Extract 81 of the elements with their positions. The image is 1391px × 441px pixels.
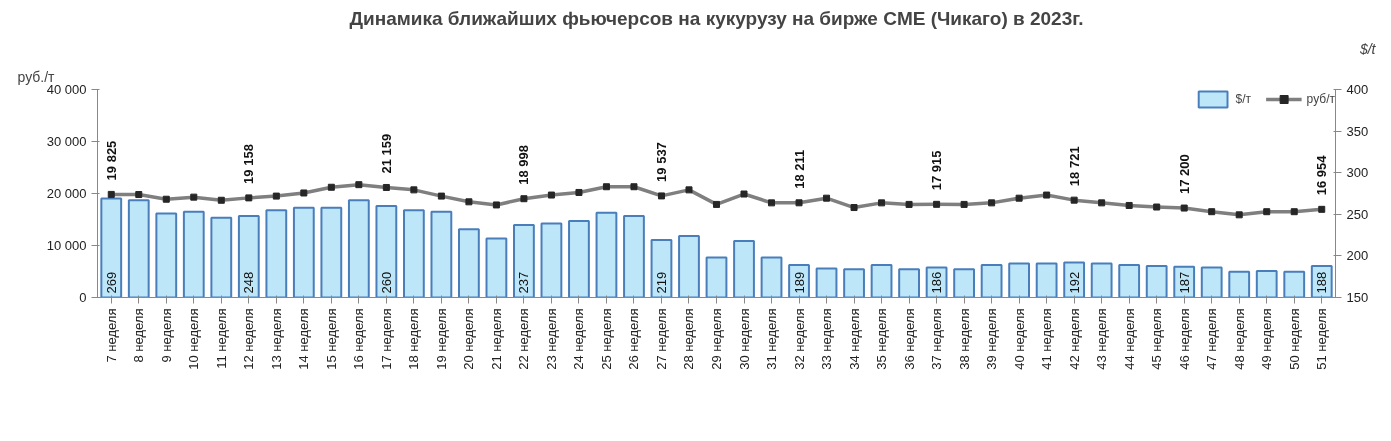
x-tick-label: 7 неделя bbox=[103, 308, 119, 363]
y-axis-title: руб./т bbox=[17, 68, 56, 85]
x-tick-label: 20 неделя bbox=[461, 308, 477, 370]
x-tick-label: 31 неделя bbox=[764, 308, 780, 370]
data-label: 19 537 bbox=[653, 142, 669, 182]
y-tick-label: 10 000 bbox=[46, 238, 87, 253]
x-tick-label: 13 неделя bbox=[268, 308, 284, 370]
data-label: 260 bbox=[378, 271, 394, 294]
x-tick-label: 11 неделя bbox=[213, 308, 229, 369]
y2-tick-label: 250 bbox=[1346, 206, 1369, 222]
x-tick-label: 43 неделя bbox=[1094, 308, 1110, 370]
x-tick-label: 32 неделя bbox=[791, 308, 807, 370]
x-tick-label: 38 неделя bbox=[956, 308, 972, 370]
data-label: 269 bbox=[103, 271, 119, 294]
y2-tick-label: 150 bbox=[1346, 290, 1369, 305]
x-tick-label: 51 неделя bbox=[1314, 308, 1330, 370]
x-tick-label: 33 неделя bbox=[819, 308, 835, 370]
x-tick-label: 16 неделя bbox=[351, 308, 367, 370]
x-tick-label: 45 неделя bbox=[1149, 308, 1165, 370]
data-label: 21 159 bbox=[378, 133, 394, 174]
x-tick-label: 23 неделя bbox=[543, 308, 559, 370]
x-tick-label: 37 неделя bbox=[929, 308, 945, 370]
x-tick-label: 49 неделя bbox=[1259, 308, 1275, 370]
x-tick-label: 26 неделя bbox=[626, 308, 642, 370]
x-tick-label: 34 неделя bbox=[846, 308, 862, 370]
data-label: 189 bbox=[791, 271, 807, 294]
x-tick-label: 24 неделя bbox=[571, 308, 587, 370]
x-tick-label: 21 неделя bbox=[488, 308, 504, 370]
x-tick-label: 36 неделя bbox=[901, 308, 917, 370]
data-label: 192 bbox=[1066, 271, 1082, 294]
y2-tick-label: 200 bbox=[1346, 248, 1369, 264]
x-tick-label: 12 неделя bbox=[241, 308, 257, 370]
x-tick-label: 28 неделя bbox=[681, 308, 697, 370]
x-tick-label: 46 неделя bbox=[1176, 308, 1192, 370]
x-tick-label: 35 неделя bbox=[874, 308, 890, 370]
y2-tick-label: 350 bbox=[1346, 123, 1369, 139]
x-tick-label: 39 неделя bbox=[984, 308, 1000, 370]
x-tick-label: 29 неделя bbox=[709, 308, 724, 370]
x-tick-label: 18 неделя bbox=[406, 308, 422, 370]
data-label: 16 954 bbox=[1314, 154, 1330, 196]
y2-tick-label: 400 bbox=[1346, 82, 1369, 97]
data-label: 18 211 bbox=[791, 149, 807, 189]
y2-axis-title: $/t bbox=[1358, 40, 1377, 57]
y2-tick-label: 300 bbox=[1346, 165, 1369, 181]
data-label: 19 158 bbox=[241, 144, 257, 184]
x-tick-label: 48 неделя bbox=[1231, 308, 1247, 370]
x-tick-label: 41 неделя bbox=[1039, 308, 1055, 370]
x-tick-label: 14 неделя bbox=[296, 308, 312, 370]
y-tick-label: 0 bbox=[79, 290, 87, 305]
data-label: 18 998 bbox=[516, 144, 532, 185]
data-label: 187 bbox=[1176, 271, 1192, 294]
data-label: 188 bbox=[1314, 271, 1330, 294]
data-label: 186 bbox=[929, 271, 945, 294]
data-label: 19 825 bbox=[103, 140, 119, 181]
data-label: 237 bbox=[516, 271, 532, 294]
x-tick-label: 25 неделя bbox=[598, 308, 614, 370]
x-tick-label: 27 неделя bbox=[653, 308, 669, 370]
y-tick-label: 40 000 bbox=[46, 82, 87, 97]
y-tick-label: 30 000 bbox=[46, 134, 87, 149]
x-tick-label: 42 неделя bbox=[1066, 308, 1082, 370]
x-tick-label: 15 неделя bbox=[323, 308, 339, 370]
x-tick-label: 17 неделя bbox=[378, 308, 394, 370]
x-tick-label: 22 неделя bbox=[516, 308, 532, 370]
y-tick-label: 20 000 bbox=[46, 186, 87, 201]
x-tick-label: 8 неделя bbox=[131, 308, 147, 363]
x-tick-label: 47 неделя bbox=[1204, 308, 1220, 370]
data-label: 219 bbox=[653, 271, 669, 294]
data-label: 248 bbox=[241, 271, 257, 294]
x-tick-label: 50 неделя bbox=[1286, 308, 1302, 370]
x-tick-label: 40 неделя bbox=[1011, 308, 1027, 370]
legend-label: руб/т bbox=[1306, 92, 1335, 106]
chart-title: Динамика ближайших фьючерсов на кукурузу на бирже CME (Чикаго) в 2023г. bbox=[349, 7, 1084, 29]
data-label: 17 200 bbox=[1176, 154, 1192, 195]
data-label: 17 915 bbox=[929, 150, 945, 191]
legend-label: $/т bbox=[1235, 92, 1253, 106]
x-tick-label: 44 неделя bbox=[1121, 308, 1137, 370]
x-tick-label: 9 неделя bbox=[158, 308, 174, 363]
x-tick-label: 10 неделя bbox=[186, 308, 202, 370]
x-tick-label: 19 неделя bbox=[433, 308, 449, 370]
x-tick-label: 30 неделя bbox=[736, 308, 752, 370]
data-label: 18 721 bbox=[1066, 146, 1082, 187]
